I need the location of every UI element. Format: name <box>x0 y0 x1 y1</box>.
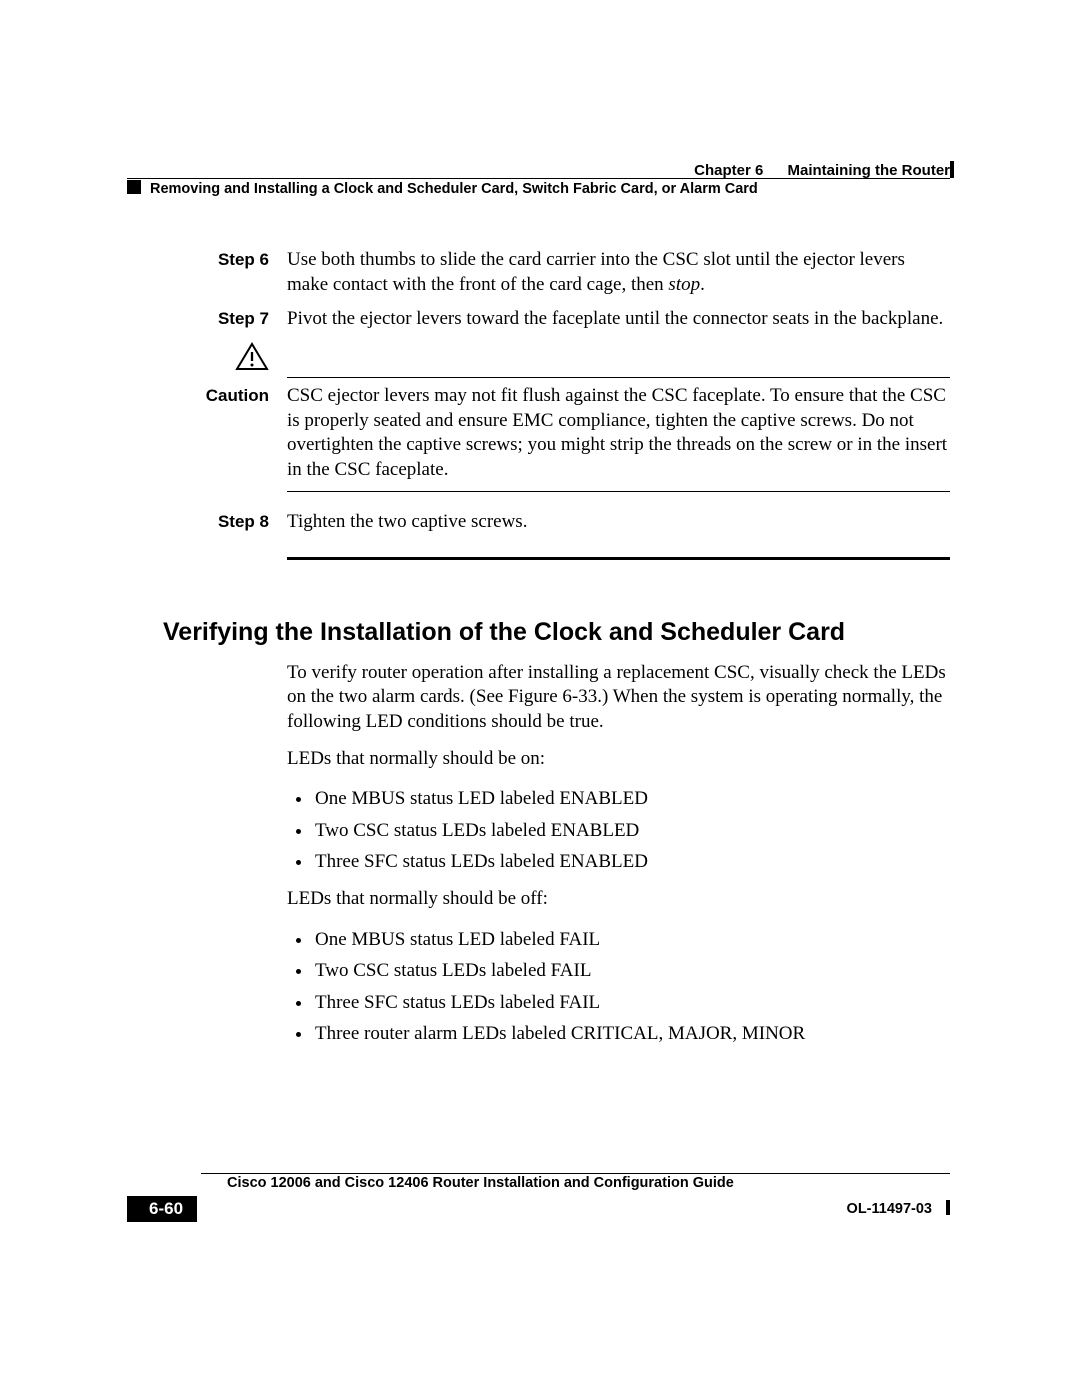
caution-label: Caution <box>127 384 287 483</box>
list-item: Three router alarm LEDs labeled CRITICAL… <box>313 1018 950 1049</box>
list-item: Two CSC status LEDs labeled ENABLED <box>313 815 950 846</box>
header-tick <box>950 161 954 178</box>
page-number-badge: 6-60 <box>127 1196 197 1222</box>
list-item: One MBUS status LED labeled ENABLED <box>313 783 950 814</box>
page: Chapter 6 Maintaining the Router Removin… <box>0 0 1080 1397</box>
chapter-number: Chapter 6 <box>694 162 763 179</box>
document-id: OL-11497-03 <box>847 1201 932 1217</box>
step-label: Step 8 <box>127 510 287 535</box>
step-8: Step 8 Tighten the two captive screws. <box>127 510 950 535</box>
step-text-italic: stop <box>668 274 700 295</box>
content: Step 6 Use both thumbs to slide the card… <box>127 248 950 1059</box>
caution-icon <box>235 342 269 372</box>
intro-paragraph: To verify router operation after install… <box>287 661 950 735</box>
list-item: One MBUS status LED labeled FAIL <box>313 924 950 955</box>
step-body: Use both thumbs to slide the card carrie… <box>287 248 950 297</box>
step-body: Pivot the ejector levers toward the face… <box>287 307 950 332</box>
leds-on-label: LEDs that normally should be on: <box>287 747 950 772</box>
section-heading: Verifying the Installation of the Clock … <box>163 618 950 647</box>
caution-top-rule <box>287 377 950 378</box>
step-label: Step 7 <box>127 307 287 332</box>
step-text: Use both thumbs to slide the card carrie… <box>287 249 905 295</box>
caution-block: Caution CSC ejector levers may not fit f… <box>127 342 950 492</box>
list-item: Three SFC status LEDs labeled FAIL <box>313 987 950 1018</box>
leds-on-list: One MBUS status LED labeled ENABLED Two … <box>287 783 950 877</box>
page-footer: Cisco 12006 and Cisco 12406 Router Insta… <box>127 1173 950 1222</box>
list-item: Two CSC status LEDs labeled FAIL <box>313 955 950 986</box>
chapter-title: Maintaining the Router <box>788 162 951 179</box>
section-title: Removing and Installing a Clock and Sche… <box>150 181 758 197</box>
section-end-rule <box>287 557 950 560</box>
step-7: Step 7 Pivot the ejector levers toward t… <box>127 307 950 332</box>
header-marker <box>127 180 141 194</box>
running-header: Chapter 6 Maintaining the Router <box>694 162 950 179</box>
caution-body: CSC ejector levers may not fit flush aga… <box>287 384 950 483</box>
list-item: Three SFC status LEDs labeled ENABLED <box>313 846 950 877</box>
leds-off-label: LEDs that normally should be off: <box>287 887 950 912</box>
caution-bottom-rule <box>287 491 950 492</box>
guide-title: Cisco 12006 and Cisco 12406 Router Insta… <box>219 1175 738 1191</box>
header-rule <box>127 178 950 179</box>
step-6: Step 6 Use both thumbs to slide the card… <box>127 248 950 297</box>
footer-rule <box>201 1173 950 1174</box>
step-text: . <box>700 274 705 295</box>
footer-tick <box>946 1200 950 1215</box>
leds-off-list: One MBUS status LED labeled FAIL Two CSC… <box>287 924 950 1049</box>
caution-icon-cell <box>127 342 287 377</box>
step-label: Step 6 <box>127 248 287 297</box>
step-body: Tighten the two captive screws. <box>287 510 950 535</box>
